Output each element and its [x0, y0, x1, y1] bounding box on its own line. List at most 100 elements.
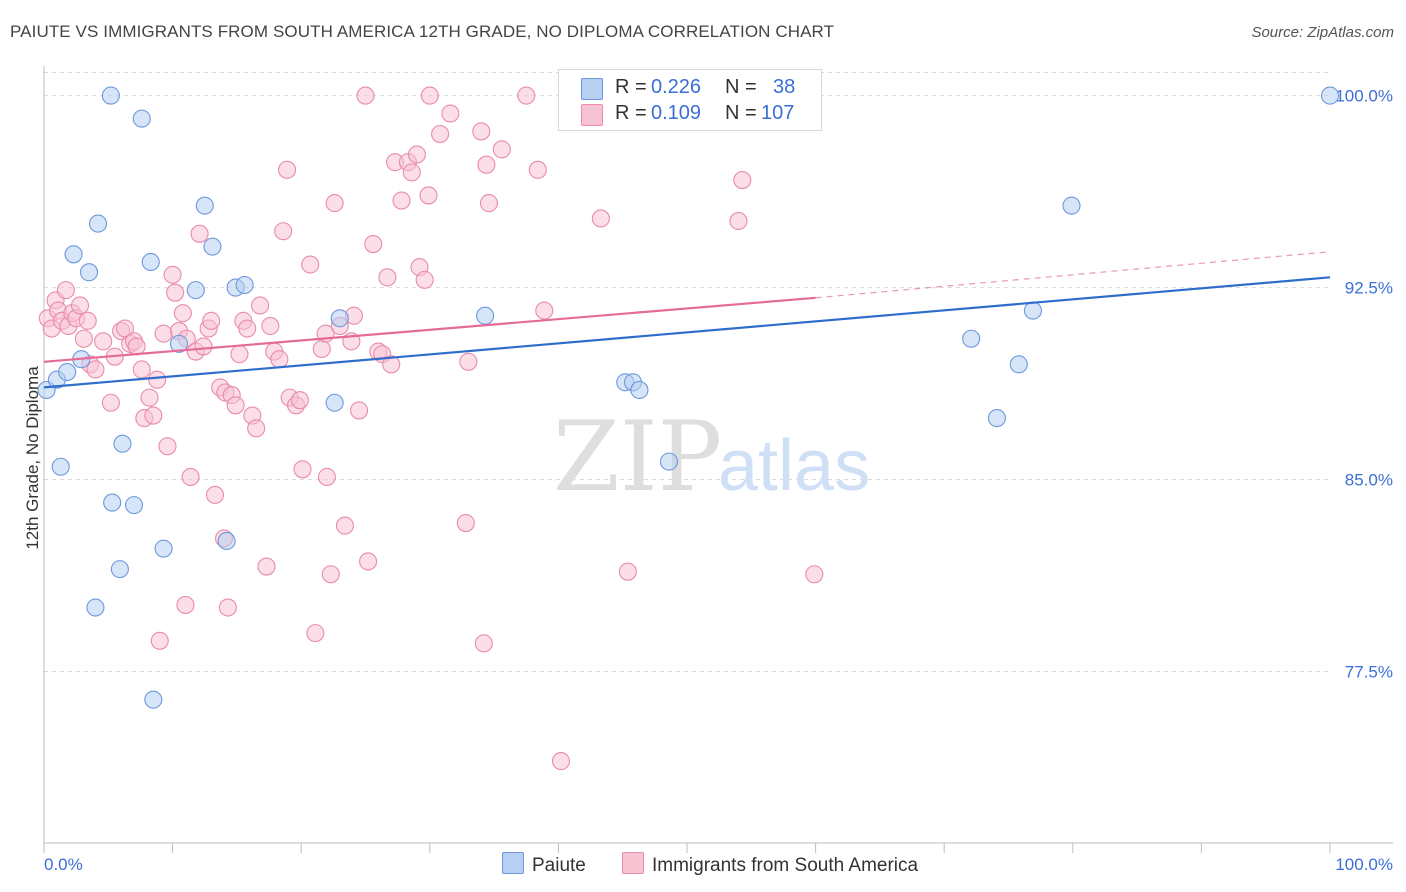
paiute-point — [64, 245, 83, 264]
immigrant-point — [551, 752, 571, 771]
paiute-point — [987, 409, 1006, 428]
y-tick-label: 100.0% — [1335, 87, 1393, 106]
immigrant-point — [78, 311, 97, 330]
paiute-point — [325, 393, 344, 412]
paiute-point — [58, 362, 77, 382]
paiute-point — [203, 237, 222, 256]
immigrant-point — [101, 393, 120, 412]
paiute-point — [113, 434, 132, 453]
immigrant-point — [415, 270, 434, 289]
immigrants-legend-swatch — [622, 852, 644, 874]
immigrant-point — [74, 329, 93, 348]
immigrant-point — [729, 211, 748, 231]
immigrants-swatch — [581, 104, 603, 126]
immigrant-point — [274, 222, 293, 241]
immigrant-point — [441, 104, 460, 123]
immigrant-point — [261, 316, 280, 336]
paiute-point — [186, 281, 205, 300]
immigrant-point — [805, 565, 824, 584]
immigrant-point — [194, 337, 213, 356]
watermark-zip: ZIP — [553, 401, 722, 513]
immigrant-point — [290, 391, 309, 410]
immigrant-point — [528, 160, 547, 179]
r-label: R = — [615, 76, 647, 98]
paiute-point — [124, 496, 144, 515]
immigrant-point — [226, 396, 245, 415]
immigrants-trend-extension — [815, 251, 1331, 299]
paiute-point — [110, 560, 129, 579]
immigrant-point — [420, 86, 439, 105]
immigrant-point — [278, 160, 297, 179]
immigrant-point — [312, 339, 331, 359]
immigrant-point — [154, 324, 173, 343]
immigrant-point — [477, 155, 496, 174]
immigrant-point — [479, 194, 499, 213]
immigrant-point — [176, 595, 195, 615]
source-label: Source: ZipAtlas.com — [1251, 24, 1394, 41]
paiute-point — [132, 109, 151, 128]
paiute-point — [476, 306, 495, 325]
paiute-point — [630, 380, 649, 400]
paiute-point — [86, 598, 105, 617]
immigrant-point — [202, 311, 221, 330]
paiute-point — [141, 252, 160, 272]
immigrant-point — [301, 255, 320, 274]
immigrant-point — [190, 224, 209, 243]
paiute-point — [154, 539, 173, 558]
n-value: 107 — [761, 102, 795, 124]
paiute-point — [1023, 301, 1042, 320]
immigrant-point — [402, 163, 421, 182]
paiute-point — [79, 263, 99, 282]
immigrant-point — [317, 467, 336, 487]
immigrant-point — [407, 145, 426, 164]
immigrant-point — [158, 437, 177, 456]
legend-row-immigrants: R = 0.109 N = 107 — [559, 101, 821, 127]
immigrant-point — [140, 388, 159, 407]
immigrant-point — [70, 296, 90, 315]
immigrant-point — [150, 631, 169, 650]
immigrant-point — [591, 209, 610, 228]
r-value: 0.226 — [651, 76, 702, 98]
immigrant-point — [618, 562, 637, 581]
immigrant-point — [733, 171, 752, 190]
immigrant-point — [127, 337, 146, 356]
immigrant-point — [132, 360, 151, 379]
immigrant-point — [163, 265, 182, 284]
paiute-point — [101, 86, 120, 105]
paiute-legend-label: Paiute — [532, 855, 586, 876]
paiute-point — [144, 690, 163, 709]
n-label: N = — [725, 76, 757, 98]
immigrant-point — [392, 191, 411, 210]
chart-title: PAIUTE VS IMMIGRANTS FROM SOUTH AMERICA … — [10, 22, 835, 41]
immigrant-point — [94, 332, 113, 351]
legend-item-immigrants: Immigrants from South America — [622, 852, 918, 877]
immigrant-point — [492, 140, 511, 159]
immigrant-point — [257, 557, 276, 576]
x-tick-label-max: 100.0% — [1335, 855, 1393, 874]
paiute-legend-swatch — [502, 852, 524, 874]
immigrant-point — [474, 634, 493, 653]
y-tick-label: 92.5% — [1345, 279, 1393, 298]
stats-legend: R = 0.226 N = 38 R = 0.109 N = 107 — [558, 69, 822, 131]
r-value: 0.109 — [651, 102, 702, 124]
data-points — [37, 86, 1340, 771]
immigrant-point — [306, 624, 325, 643]
watermark: ZIP atlas — [553, 401, 870, 513]
immigrant-point — [382, 355, 401, 374]
axes: 77.5% 85.0% 92.5% 100.0% — [43, 66, 1393, 853]
paiute-point — [88, 214, 108, 233]
paiute-point — [103, 493, 122, 512]
immigrant-point — [218, 598, 237, 617]
paiute-point — [235, 275, 254, 295]
immigrant-point — [459, 352, 478, 371]
immigrants-legend-label: Immigrants from South America — [652, 855, 919, 876]
paiute-point — [962, 329, 981, 348]
paiute-swatch — [581, 78, 603, 100]
paiute-point — [659, 452, 679, 471]
immigrant-point — [321, 565, 340, 584]
immigrant-point — [166, 283, 185, 302]
immigrant-point — [456, 513, 475, 533]
watermark-atlas: atlas — [718, 426, 870, 506]
immigrant-point — [86, 360, 105, 379]
immigrant-point — [230, 345, 249, 364]
